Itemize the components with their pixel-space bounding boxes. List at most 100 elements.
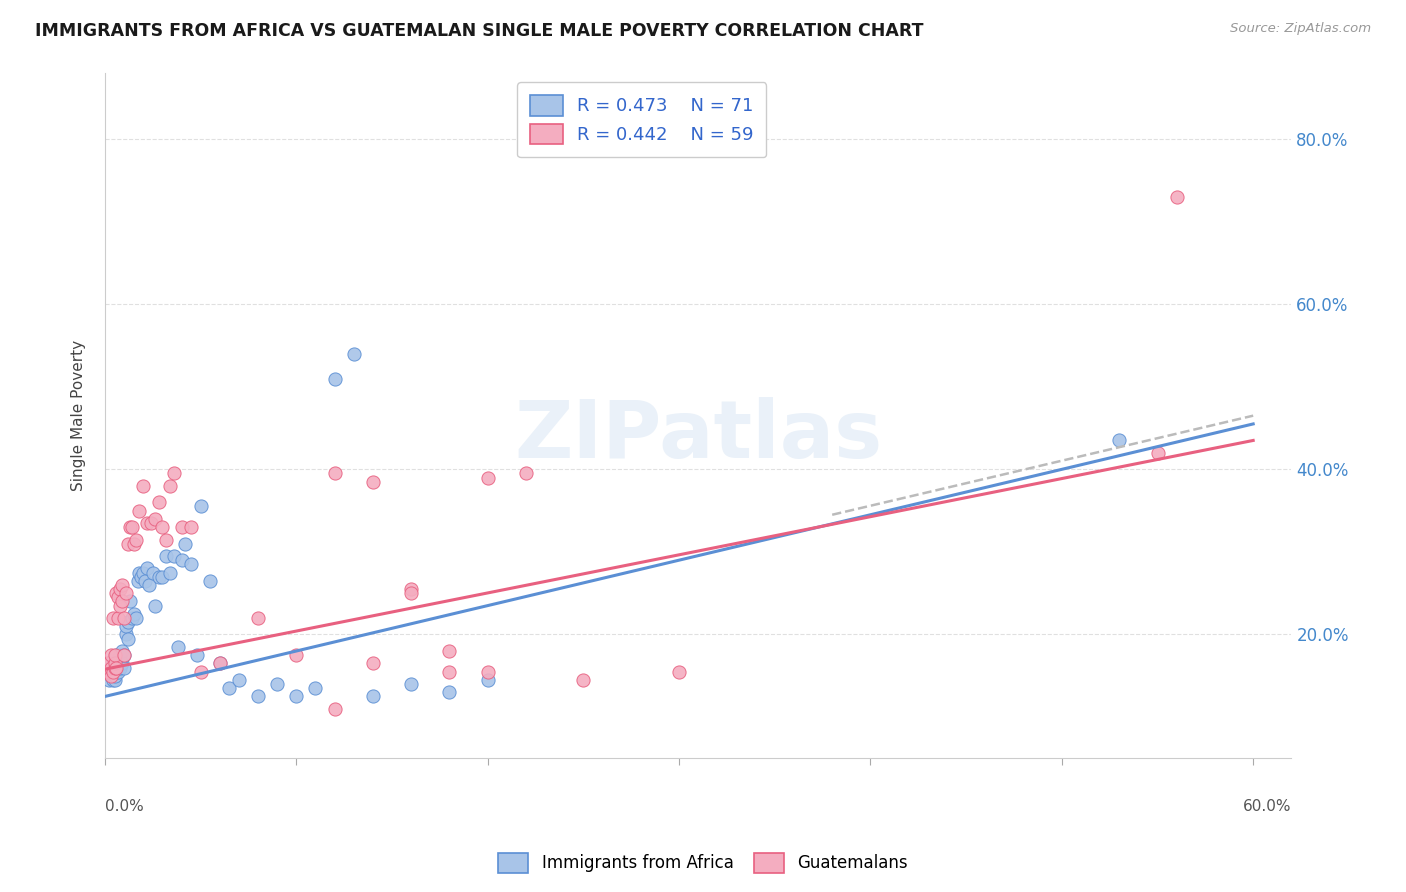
Point	[121, 611, 143, 625]
Point	[117, 632, 139, 646]
Point	[121, 520, 143, 534]
Point	[136, 516, 159, 530]
Point	[115, 619, 138, 633]
Point	[399, 582, 422, 596]
Point	[304, 681, 326, 695]
Point	[107, 652, 129, 666]
Point	[100, 665, 122, 679]
Point	[361, 690, 384, 704]
Point	[100, 669, 122, 683]
Point	[101, 665, 124, 679]
Point	[103, 665, 125, 679]
Point	[100, 657, 122, 671]
Point	[111, 644, 134, 658]
Point	[155, 549, 177, 563]
Point	[103, 660, 125, 674]
Point	[399, 586, 422, 600]
Point	[97, 665, 120, 679]
Point	[96, 657, 118, 671]
Point	[399, 677, 422, 691]
Point	[110, 599, 132, 613]
Point	[136, 561, 159, 575]
Point	[127, 574, 149, 588]
Point	[100, 660, 122, 674]
Point	[97, 665, 120, 679]
Point	[361, 475, 384, 489]
Point	[200, 574, 222, 588]
Point	[117, 615, 139, 629]
Text: IMMIGRANTS FROM AFRICA VS GUATEMALAN SINGLE MALE POVERTY CORRELATION CHART: IMMIGRANTS FROM AFRICA VS GUATEMALAN SIN…	[35, 22, 924, 40]
Point	[142, 566, 165, 580]
Point	[118, 520, 141, 534]
Legend: R = 0.473    N = 71, R = 0.442    N = 59: R = 0.473 N = 71, R = 0.442 N = 59	[517, 82, 766, 157]
Point	[439, 685, 461, 699]
Point	[105, 660, 128, 674]
Point	[107, 591, 129, 605]
Point	[159, 566, 181, 580]
Point	[190, 500, 212, 514]
Point	[111, 594, 134, 608]
Point	[97, 657, 120, 671]
Point	[105, 665, 128, 679]
Point	[1146, 446, 1168, 460]
Point	[186, 648, 208, 662]
Point	[100, 648, 122, 662]
Point	[96, 665, 118, 679]
Point	[170, 553, 193, 567]
Point	[138, 578, 160, 592]
Point	[439, 665, 461, 679]
Point	[163, 467, 186, 481]
Point	[103, 673, 125, 687]
Point	[285, 690, 308, 704]
Point	[323, 371, 346, 385]
Point	[110, 582, 132, 596]
Point	[163, 549, 186, 563]
Point	[101, 665, 124, 679]
Point	[228, 673, 250, 687]
Point	[572, 673, 595, 687]
Point	[105, 648, 128, 662]
Point	[101, 673, 124, 687]
Point	[477, 665, 499, 679]
Point	[343, 347, 366, 361]
Point	[112, 660, 135, 674]
Point	[132, 566, 155, 580]
Point	[96, 665, 118, 679]
Point	[112, 648, 135, 662]
Point	[103, 669, 125, 683]
Point	[1166, 190, 1188, 204]
Point	[139, 516, 162, 530]
Point	[477, 470, 499, 484]
Point	[477, 673, 499, 687]
Point	[128, 503, 150, 517]
Point	[124, 611, 146, 625]
Point	[361, 657, 384, 671]
Point	[100, 669, 122, 683]
Text: ZIPatlas: ZIPatlas	[515, 397, 883, 475]
Point	[101, 657, 124, 671]
Legend: Immigrants from Africa, Guatemalans: Immigrants from Africa, Guatemalans	[492, 847, 914, 880]
Y-axis label: Single Male Poverty: Single Male Poverty	[72, 340, 86, 491]
Point	[174, 536, 197, 550]
Text: Source: ZipAtlas.com: Source: ZipAtlas.com	[1230, 22, 1371, 36]
Point	[247, 611, 270, 625]
Point	[218, 681, 240, 695]
Point	[208, 657, 231, 671]
Point	[101, 611, 124, 625]
Text: 60.0%: 60.0%	[1243, 799, 1292, 814]
Point	[115, 627, 138, 641]
Point	[105, 657, 128, 671]
Point	[668, 665, 690, 679]
Point	[1108, 434, 1130, 448]
Point	[111, 657, 134, 671]
Point	[208, 657, 231, 671]
Point	[148, 495, 170, 509]
Point	[190, 665, 212, 679]
Point	[148, 570, 170, 584]
Point	[152, 520, 174, 534]
Point	[112, 648, 135, 662]
Point	[100, 660, 122, 674]
Point	[132, 479, 155, 493]
Point	[115, 586, 138, 600]
Point	[111, 578, 134, 592]
